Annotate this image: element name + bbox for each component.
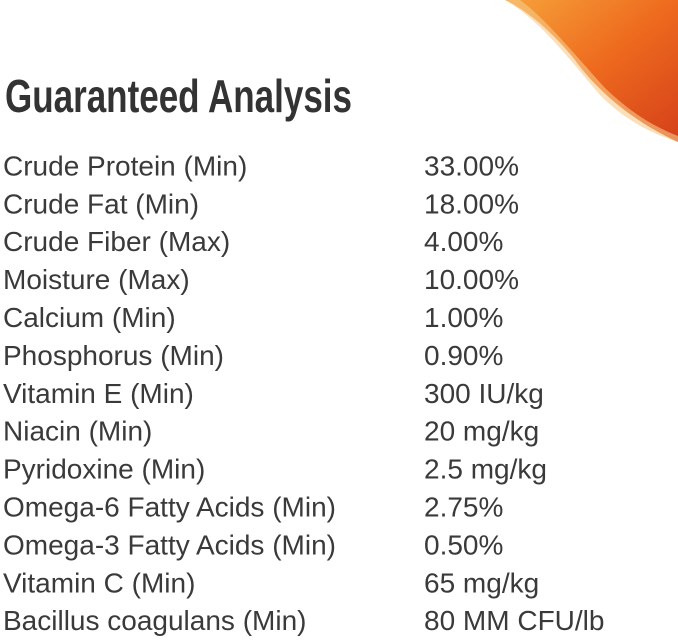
nutrient-label: Omega-6 Fatty Acids (Min) [3,491,336,522]
analysis-table: Crude Protein (Min) 33.00% Crude Fat (Min)… [3,150,604,636]
nutrient-label: Bacillus coagulans (Min) [3,605,306,636]
nutrient-value: 1.00% [424,302,503,333]
nutrient-label: Calcium (Min) [3,302,176,333]
nutrient-value: 80 MM CFU/lb [424,605,604,636]
nutrient-label: Vitamin C (Min) [3,567,195,598]
nutrient-label: Phosphorus (Min) [3,340,224,371]
nutrient-label: Vitamin E (Min) [3,378,194,409]
nutrient-value: 0.50% [424,529,503,560]
nutrient-value: 4.00% [424,226,503,257]
nutrient-label: Crude Protein (Min) [3,150,247,181]
nutrient-value: 33.00% [424,150,519,181]
nutrient-value: 2.75% [424,491,503,522]
nutrient-value: 0.90% [424,340,503,371]
nutrient-value: 65 mg/kg [424,567,539,598]
nutrient-label: Moisture (Max) [3,264,190,295]
nutrient-label: Omega-3 Fatty Acids (Min) [3,529,336,560]
nutrient-value: 18.00% [424,188,519,219]
nutrient-label: Pyridoxine (Min) [3,454,205,485]
nutrient-value: 2.5 mg/kg [424,454,547,485]
nutrient-value: 300 IU/kg [424,378,544,409]
nutrient-label: Niacin (Min) [3,416,152,447]
nutrient-label: Crude Fat (Min) [3,188,199,219]
title: Guaranteed Analysis [5,70,352,122]
decorative-swoosh [505,0,678,142]
nutrient-label: Crude Fiber (Max) [3,226,230,257]
nutrient-value: 10.00% [424,264,519,295]
nutrient-value: 20 mg/kg [424,416,539,447]
